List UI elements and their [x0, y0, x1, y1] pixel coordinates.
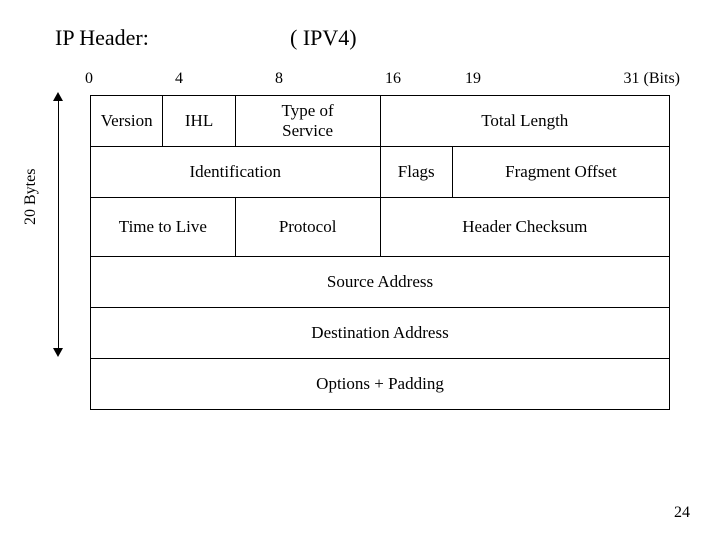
field-version: Version: [91, 96, 163, 147]
field-destination-address: Destination Address: [91, 308, 670, 359]
field-options-padding: Options + Padding: [91, 359, 670, 410]
ipv4-header-diagram: Version IHL Type of Service Total Length…: [90, 95, 670, 410]
bytes-side-label: 20 Bytes: [22, 169, 40, 225]
bits-unit: 31 (Bits): [624, 70, 680, 88]
bit-mark-4: 4: [175, 70, 183, 88]
field-flags: Flags: [380, 147, 452, 198]
bit-mark-8: 8: [275, 70, 283, 88]
field-tos: Type of Service: [235, 96, 380, 147]
bytes-arrow-head-top: [53, 92, 63, 101]
bit-mark-19: 19: [465, 70, 481, 88]
bytes-arrow-line: [58, 97, 59, 352]
field-fragment-offset: Fragment Offset: [452, 147, 669, 198]
bit-mark-0: 0: [85, 70, 93, 88]
field-identification: Identification: [91, 147, 381, 198]
field-ihl: IHL: [163, 96, 235, 147]
title-ip-header: IP Header:: [55, 25, 149, 51]
bytes-arrow-head-bottom: [53, 348, 63, 357]
field-header-checksum: Header Checksum: [380, 198, 670, 257]
field-total-length: Total Length: [380, 96, 670, 147]
field-protocol: Protocol: [235, 198, 380, 257]
title-ipv4: ( IPV4): [290, 25, 357, 51]
field-ttl: Time to Live: [91, 198, 236, 257]
page-number: 24: [674, 504, 690, 522]
bit-mark-16: 16: [385, 70, 401, 88]
field-source-address: Source Address: [91, 257, 670, 308]
